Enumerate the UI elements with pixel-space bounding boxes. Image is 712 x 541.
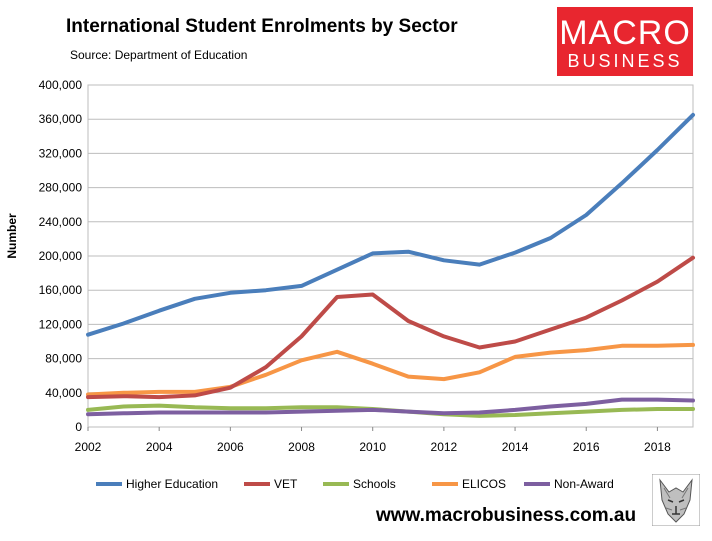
y-tick-label: 0 xyxy=(75,420,82,434)
y-tick-label: 320,000 xyxy=(39,146,83,160)
logo-line-1: MACRO xyxy=(559,14,691,52)
x-tick-label: 2014 xyxy=(502,440,529,454)
legend-label: VET xyxy=(274,477,298,491)
x-tick-label: 2012 xyxy=(431,440,458,454)
legend: Higher Education VET Schools ELICOS Non-Awar… xyxy=(96,477,614,491)
wolf-logo-icon xyxy=(652,474,700,526)
legend-label: ELICOS xyxy=(462,477,506,491)
legend-label: Higher Education xyxy=(126,477,218,491)
x-tick-label: 2004 xyxy=(146,440,173,454)
series-line-higher-education xyxy=(86,112,695,337)
y-axis-ticks: 0 40,000 80,000 120,000 160,000 200,000 240,00… xyxy=(39,78,83,434)
series-line-non-award xyxy=(86,397,695,417)
y-tick-label: 200,000 xyxy=(39,249,83,263)
y-tick-label: 80,000 xyxy=(45,352,82,366)
series-line-elicos xyxy=(86,342,695,397)
y-tick-label: 120,000 xyxy=(39,317,83,331)
x-tick-label: 2006 xyxy=(217,440,244,454)
series-lines xyxy=(86,112,695,418)
series-line-vet xyxy=(86,255,695,400)
x-tick-label: 2016 xyxy=(573,440,600,454)
y-tick-label: 280,000 xyxy=(39,181,83,195)
x-tick-label: 2010 xyxy=(359,440,386,454)
y-tick-label: 400,000 xyxy=(39,78,83,92)
y-tick-label: 240,000 xyxy=(39,215,83,229)
legend-label: Non-Award xyxy=(554,477,614,491)
x-tick-label: 2008 xyxy=(288,440,315,454)
y-tick-label: 40,000 xyxy=(45,386,82,400)
footer-url[interactable]: www.macrobusiness.com.au xyxy=(376,505,637,526)
x-tick-label: 2002 xyxy=(75,440,102,454)
legend-label: Schools xyxy=(353,477,396,491)
y-tick-label: 360,000 xyxy=(39,112,83,126)
x-tick-label: 2018 xyxy=(644,440,671,454)
macrobusiness-logo: MACRO BUSINESS xyxy=(557,7,693,76)
gridlines xyxy=(88,118,693,394)
chart-title: International Student Enrolments by Sect… xyxy=(66,16,458,37)
x-axis-ticks: 2002 2004 2006 2008 2010 2012 2014 2016 2018 xyxy=(75,427,671,454)
y-tick-label: 160,000 xyxy=(39,283,83,297)
chart-source: Source: Department of Education xyxy=(70,48,248,62)
y-axis-label: Number xyxy=(5,213,19,259)
logo-line-2: BUSINESS xyxy=(567,51,683,71)
